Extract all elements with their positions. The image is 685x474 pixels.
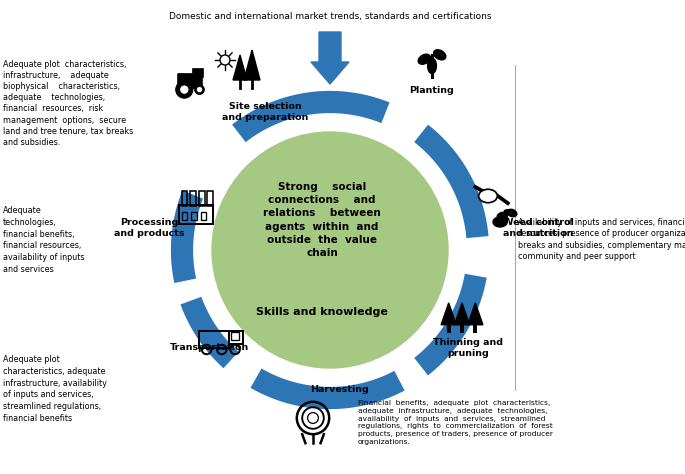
Text: Harvesting: Harvesting: [310, 385, 369, 394]
Text: Site selection
and preparation: Site selection and preparation: [222, 102, 308, 122]
Bar: [179, 205, 213, 224]
Ellipse shape: [427, 58, 436, 73]
Bar: [199, 330, 229, 347]
Text: Weed control
and nutrition: Weed control and nutrition: [503, 219, 574, 237]
Bar: [182, 191, 188, 206]
Bar: [229, 330, 242, 344]
Circle shape: [220, 55, 230, 65]
Text: Adequate plot
characteristics, adequate
infrastructure, availability
of inputs a: Adequate plot characteristics, adequate …: [3, 355, 107, 423]
Bar: [232, 332, 239, 340]
Polygon shape: [244, 50, 260, 80]
Text: Skills and knowledge: Skills and knowledge: [256, 307, 388, 317]
Text: Strong    social
connections    and
relations    between
agents  within  and
out: Strong social connections and relations …: [263, 182, 381, 258]
FancyBboxPatch shape: [177, 73, 202, 89]
Text: Planting: Planting: [410, 85, 454, 94]
Circle shape: [212, 132, 448, 368]
Polygon shape: [468, 303, 483, 325]
Text: Adequate
technologies,
financial benefits,
financial resources,
availability of : Adequate technologies, financial benefit…: [3, 206, 84, 274]
Circle shape: [195, 85, 204, 94]
Bar: [182, 212, 188, 219]
Circle shape: [176, 81, 193, 98]
Ellipse shape: [507, 210, 517, 217]
Text: Thinning and
pruning: Thinning and pruning: [433, 338, 503, 358]
Ellipse shape: [434, 50, 446, 60]
Ellipse shape: [497, 212, 507, 220]
Bar: [191, 212, 197, 219]
Text: Availability of inputs and services, financial
resources, presence of producer o: Availability of inputs and services, fin…: [518, 218, 685, 261]
Ellipse shape: [418, 54, 430, 64]
Ellipse shape: [493, 217, 507, 227]
Bar: [201, 212, 206, 219]
Ellipse shape: [480, 191, 496, 201]
Circle shape: [181, 86, 188, 93]
FancyArrow shape: [311, 32, 349, 84]
Polygon shape: [454, 303, 470, 325]
Bar: [199, 191, 205, 206]
FancyBboxPatch shape: [192, 68, 203, 77]
Polygon shape: [441, 303, 456, 325]
Text: Processing
and products: Processing and products: [114, 219, 185, 237]
Text: Adequate plot  characteristics,
infrastructure,    adequate
biophysical    chara: Adequate plot characteristics, infrastru…: [3, 60, 134, 146]
Polygon shape: [233, 55, 247, 80]
Text: Transportation: Transportation: [171, 344, 249, 353]
Text: Financial  benefits,  adequate  plot  characteristics,
adequate  infrastructure,: Financial benefits, adequate plot charac…: [358, 400, 553, 445]
Circle shape: [197, 87, 202, 92]
Text: Domestic and international market trends, standards and certifications: Domestic and international market trends…: [169, 12, 491, 21]
Bar: [208, 191, 213, 206]
Bar: [190, 191, 196, 206]
Ellipse shape: [478, 189, 498, 203]
